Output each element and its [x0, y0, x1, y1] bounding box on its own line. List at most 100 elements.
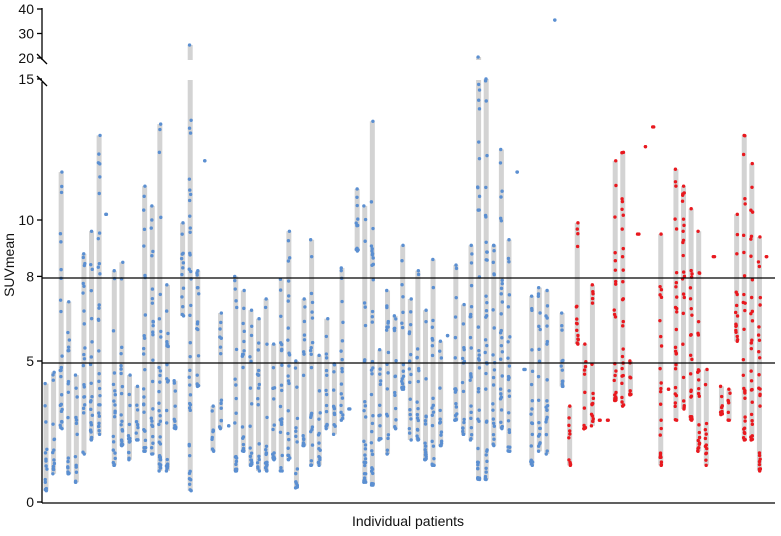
- data-point: [681, 184, 686, 188]
- data-point: [492, 243, 496, 248]
- data-point: [613, 215, 617, 219]
- patient-18: [172, 379, 178, 431]
- data-point: [506, 449, 511, 453]
- data-point: [743, 437, 747, 442]
- data-point: [506, 377, 511, 382]
- data-point: [500, 424, 504, 429]
- patient-64: [522, 367, 527, 372]
- data-point: [673, 167, 678, 171]
- patient-80: [643, 144, 648, 149]
- range-bar: [271, 344, 277, 460]
- range-bar: [126, 375, 132, 460]
- data-point: [248, 446, 252, 450]
- data-point: [89, 381, 93, 385]
- data-point: [340, 299, 344, 304]
- data-point: [249, 359, 253, 364]
- data-point: [332, 412, 337, 417]
- data-point: [279, 383, 284, 387]
- data-point: [340, 396, 345, 400]
- data-point: [308, 238, 313, 242]
- data-point: [188, 253, 192, 257]
- data-point: [187, 444, 191, 448]
- data-point: [340, 366, 344, 371]
- data-point: [477, 366, 482, 370]
- data-point: [582, 372, 587, 376]
- data-point: [257, 457, 261, 462]
- data-point: [121, 260, 125, 264]
- data-point: [150, 254, 154, 258]
- data-point: [757, 386, 761, 390]
- data-point: [286, 238, 291, 243]
- data-point: [98, 175, 102, 179]
- data-point: [97, 386, 102, 391]
- data-point: [196, 383, 201, 388]
- data-point: [682, 295, 686, 300]
- data-point: [431, 410, 436, 414]
- range-bar: [73, 375, 79, 483]
- data-point: [416, 272, 421, 277]
- y-axis-label: SUVmean: [1, 233, 17, 297]
- data-point: [248, 355, 252, 359]
- data-point: [484, 185, 488, 190]
- data-point: [758, 404, 762, 408]
- data-point: [66, 382, 70, 386]
- data-point: [295, 467, 300, 471]
- patient-2: [51, 370, 57, 476]
- data-point: [294, 359, 298, 363]
- data-point: [211, 404, 215, 408]
- data-point: [613, 393, 617, 397]
- data-point: [560, 379, 565, 384]
- data-point: [150, 419, 154, 423]
- data-point: [142, 227, 147, 232]
- data-point: [431, 403, 435, 408]
- data-point: [339, 403, 343, 408]
- data-point: [249, 463, 253, 468]
- patient-38: [324, 317, 330, 431]
- data-point: [257, 442, 261, 446]
- patient-8: [96, 133, 102, 437]
- data-point: [217, 425, 222, 429]
- data-point: [492, 437, 496, 441]
- data-point: [620, 374, 624, 378]
- data-point: [620, 395, 624, 400]
- data-point: [393, 374, 398, 378]
- patient-27: [240, 288, 246, 453]
- data-point: [134, 420, 139, 424]
- data-point: [477, 140, 481, 144]
- data-point: [159, 335, 163, 339]
- data-point: [264, 297, 268, 301]
- data-point: [529, 412, 533, 416]
- data-point: [621, 268, 625, 272]
- range-bar: [111, 270, 117, 466]
- data-point: [324, 334, 329, 339]
- data-point: [537, 324, 541, 329]
- data-point: [371, 278, 375, 282]
- data-point: [507, 394, 512, 398]
- data-point: [295, 416, 300, 421]
- data-point: [90, 395, 94, 399]
- data-point: [485, 459, 489, 464]
- data-point: [407, 426, 412, 431]
- data-point: [44, 420, 48, 424]
- data-point: [704, 463, 708, 468]
- data-point: [294, 426, 298, 430]
- data-point: [621, 403, 626, 407]
- data-point: [735, 292, 739, 297]
- data-point: [75, 432, 79, 437]
- data-point: [119, 351, 123, 356]
- data-point: [484, 387, 488, 391]
- data-point: [438, 417, 442, 421]
- data-point: [286, 379, 291, 383]
- data-point: [536, 285, 541, 290]
- data-point: [302, 338, 307, 342]
- patient-28: [248, 308, 254, 468]
- data-point: [149, 446, 154, 450]
- data-point: [264, 465, 268, 469]
- data-point: [408, 397, 412, 401]
- data-point: [507, 293, 512, 297]
- data-point: [126, 450, 131, 455]
- data-point: [507, 364, 512, 368]
- data-point: [81, 406, 86, 411]
- data-point: [470, 252, 474, 256]
- data-point: [158, 373, 162, 378]
